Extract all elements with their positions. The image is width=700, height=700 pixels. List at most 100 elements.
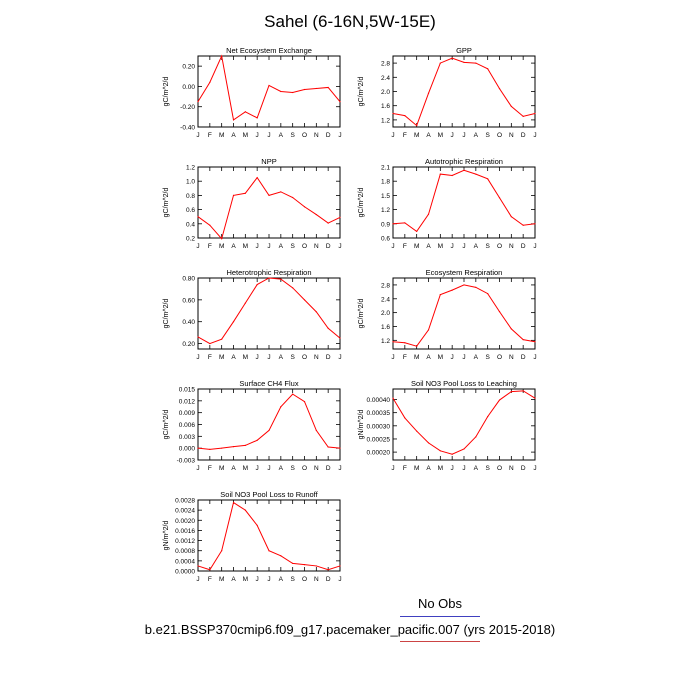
plot-frame [392,55,536,128]
data-point [292,562,294,564]
x-tick-label: J [338,576,341,583]
series-line-ecosystem-respiration [392,284,536,347]
x-tick-label: J [256,243,259,250]
x-tick-label: A [474,465,479,472]
x-tick-label: N [314,132,319,139]
series-line-soil-no3-pool-loss-to-runoff [197,501,341,571]
data-point [268,277,270,279]
panel-net-ecosystem-exchange: Net Ecosystem Exchange gC/m^2/d -0.40 -0.20… [163,46,342,139]
data-point [221,238,223,240]
x-tick-label: O [302,465,307,472]
panel-title: GPP [456,46,472,55]
x-tick-label: A [279,132,284,139]
x-tick-label: A [426,465,431,472]
x-tick-label: J [391,465,394,472]
y-tick-label: 0.009 [179,410,196,417]
data-point [268,84,270,87]
data-point [475,436,477,438]
x-tick-label: J [256,465,259,472]
data-point [209,342,211,345]
x-tick-label: J [196,576,199,583]
y-tick-label: 0.40 [182,319,195,326]
y-tick-label: 0.4 [186,221,195,228]
x-tick-label: S [290,465,295,472]
data-point [451,57,453,59]
data-point [221,447,223,449]
legend-line-obs [400,616,480,617]
y-tick-label: 1.6 [381,324,390,331]
data-point [451,453,453,455]
x-tick-label: M [438,465,443,472]
data-point [416,345,418,347]
data-point [303,564,306,566]
data-point [315,429,317,432]
y-tick-label: 0.015 [179,387,196,394]
x-tick-label: D [326,576,331,583]
x-tick-label: J [338,243,341,250]
data-point [232,501,235,504]
x-tick-label: J [533,132,536,139]
panel-title: Surface CH4 Flux [239,379,298,388]
series-line-autotrophic-respiration [392,169,536,233]
panel-title: Net Ecosystem Exchange [226,46,312,55]
x-tick-label: J [267,132,270,139]
x-tick-label: J [267,576,270,583]
plot-frame [197,277,341,350]
y-tick-label: 0.00040 [367,397,391,404]
data-point [232,119,235,121]
data-point [416,124,418,127]
x-tick-label: J [533,243,536,250]
x-tick-label: A [474,132,479,139]
x-tick-label: J [196,243,199,250]
data-point [522,115,524,117]
x-tick-label: M [243,465,248,472]
y-tick-label: 1.2 [186,165,195,172]
y-tick-label: 0.6 [186,207,195,214]
data-point [221,55,223,57]
x-tick-label: A [426,243,431,250]
data-point [439,450,441,452]
data-point [439,294,441,296]
x-tick-label: N [314,576,319,583]
y-tick-label: 0.80 [182,276,195,283]
data-point [463,448,465,450]
panel-ecosystem-respiration: Ecosystem Respiration gC/m^2/d 1.2 1.6 2.0 2.… [358,268,537,361]
x-tick-label: A [279,354,284,361]
y-tick-label: 0.20 [182,341,195,348]
data-point [292,196,294,199]
x-tick-label: M [414,132,419,139]
data-point [498,88,501,90]
data-point [221,550,223,552]
data-point [244,509,246,511]
y-tick-label: 0.0008 [175,548,195,555]
plot-frame [197,55,341,128]
data-point [416,430,418,432]
y-tick-label: 0.0000 [175,569,195,576]
plot-frame [197,388,341,461]
x-tick-label: S [485,243,490,250]
x-tick-label: F [208,465,212,472]
y-tick-label: -0.40 [180,125,195,132]
y-tick-label: 2.4 [381,296,390,303]
x-tick-label: D [521,243,526,250]
x-tick-label: O [497,465,502,472]
data-point [327,446,329,448]
x-tick-label: O [497,243,502,250]
data-point [256,117,258,119]
y-tick-label: 0.003 [179,434,196,441]
data-point [498,399,501,401]
x-tick-label: D [326,243,331,250]
data-point [404,222,406,224]
data-point [487,178,489,180]
y-tick-label: 0.00025 [367,436,391,443]
data-point [280,555,282,557]
x-tick-label: A [426,132,431,139]
x-tick-label: M [438,243,443,250]
y-tick-label: 0.6 [381,236,390,243]
y-tick-label: 0.00 [182,84,195,91]
data-point [392,223,394,225]
data-point [232,445,235,448]
y-tick-label: 2.0 [381,89,390,96]
x-tick-label: F [208,132,212,139]
